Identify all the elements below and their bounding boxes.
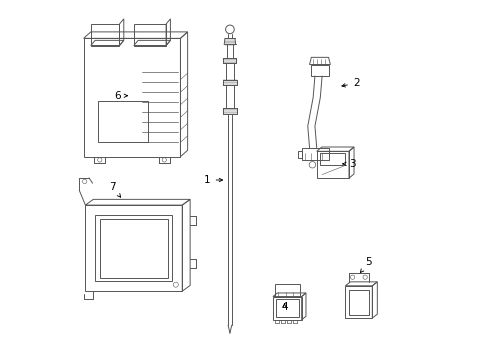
Bar (98, 101, 148, 142)
Text: 2: 2 (342, 78, 360, 88)
Bar (320, 153, 345, 165)
Text: 1: 1 (204, 175, 222, 185)
Text: 5: 5 (360, 257, 372, 273)
Text: 3: 3 (343, 159, 356, 169)
Bar (349, 290, 369, 315)
Bar (100, 219, 168, 278)
Text: 6: 6 (114, 91, 127, 101)
Bar (96, 215, 172, 281)
Text: 4: 4 (281, 302, 288, 312)
Text: 7: 7 (109, 182, 121, 197)
Bar (276, 299, 299, 317)
